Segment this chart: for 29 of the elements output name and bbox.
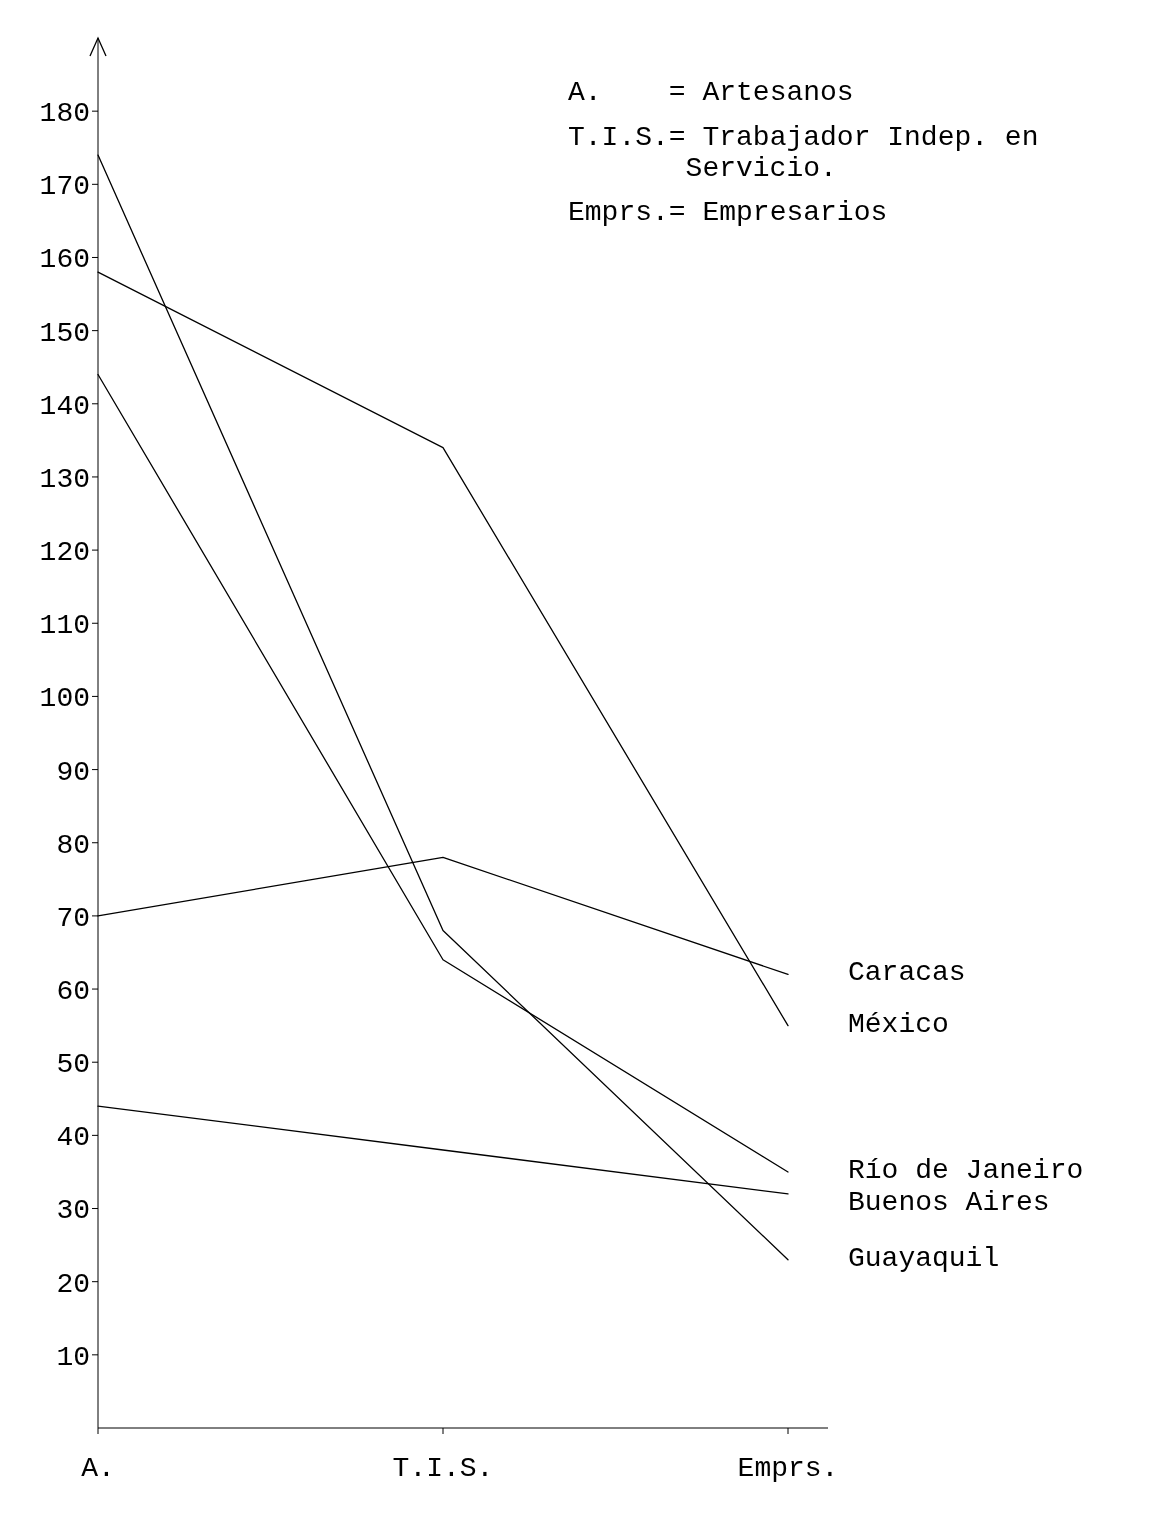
y-tick-label: 120 <box>39 537 90 569</box>
x-tick-label: Emprs. <box>737 1452 839 1484</box>
y-tick-label: 30 <box>56 1195 90 1227</box>
y-tick-label: 170 <box>39 171 90 203</box>
y-tick-label: 70 <box>56 902 90 934</box>
y-tick-label: 160 <box>39 244 90 276</box>
y-tick-label: 110 <box>39 610 90 642</box>
text: Caracas <box>848 957 966 989</box>
annotation: A. = Artesanos <box>568 77 855 109</box>
y-tick-label: 130 <box>39 463 90 495</box>
y-tick-label: 50 <box>56 1049 90 1081</box>
text: Buenos Aires <box>848 1186 1050 1218</box>
y-tick-label: 150 <box>39 317 90 349</box>
y-tick-label: 80 <box>56 829 90 861</box>
y-tick-label: 20 <box>56 1268 90 1300</box>
text: Guayaquil <box>848 1242 1000 1274</box>
y-tick-label: 90 <box>56 756 90 788</box>
x-tick-label: T.I.S. <box>392 1452 494 1484</box>
y-tick-label: 180 <box>39 98 90 130</box>
y-tick-label: 140 <box>39 390 90 422</box>
y-tick-label: 40 <box>56 1122 90 1154</box>
y-tick-label: 60 <box>56 975 90 1007</box>
annotation: T.I.S.= Trabajador Indep. en Servicio. <box>568 121 1040 185</box>
annotation: Emprs.= Empresarios <box>568 197 889 230</box>
x-tick-label: A. <box>81 1452 115 1484</box>
y-tick-label: 100 <box>39 683 90 715</box>
text: México <box>848 1008 949 1040</box>
y-tick-label: 10 <box>56 1341 90 1373</box>
text: Río de Janeiro <box>848 1154 1084 1186</box>
